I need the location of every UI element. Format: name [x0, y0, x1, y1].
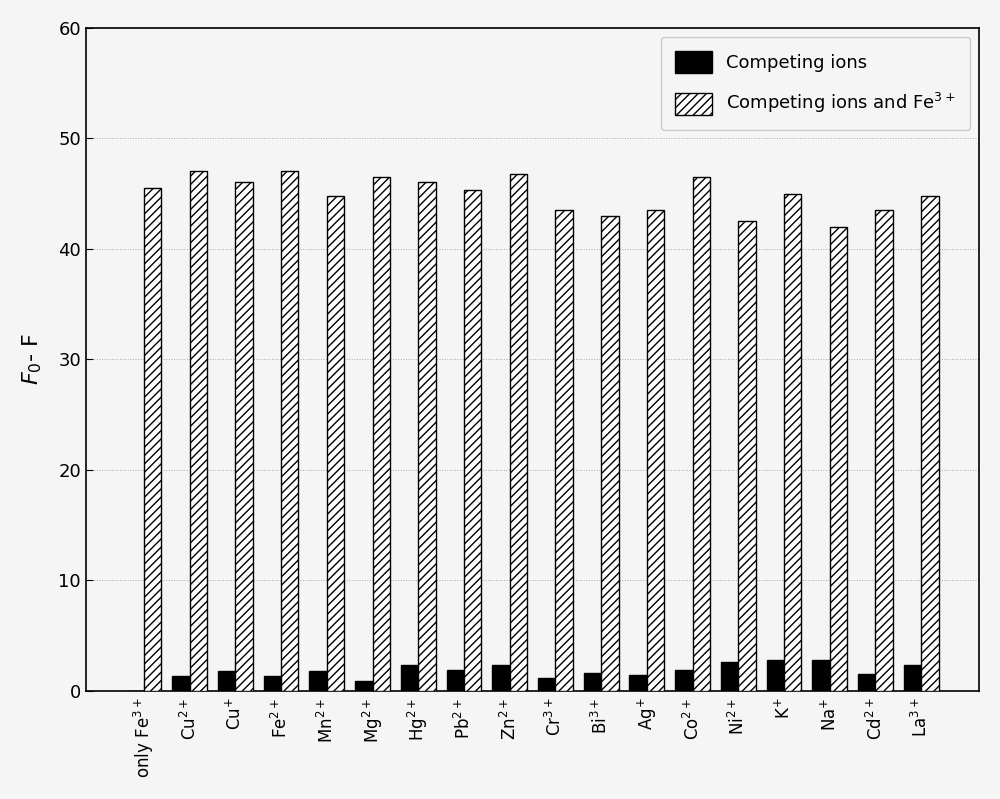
- Bar: [355, 681, 373, 690]
- Bar: [812, 660, 830, 690]
- Bar: [767, 660, 784, 690]
- Bar: [281, 172, 298, 690]
- Y-axis label: $F_0$- F: $F_0$- F: [21, 333, 44, 385]
- Bar: [647, 210, 664, 690]
- Bar: [327, 196, 344, 690]
- Bar: [373, 177, 390, 690]
- Bar: [264, 676, 281, 690]
- Bar: [464, 190, 481, 690]
- Bar: [601, 216, 619, 690]
- Bar: [172, 676, 190, 690]
- Bar: [629, 675, 647, 690]
- Bar: [401, 666, 418, 690]
- Bar: [921, 196, 939, 690]
- Bar: [144, 188, 161, 690]
- Bar: [492, 666, 510, 690]
- Legend: Competing ions, Competing ions and Fe$^{3+}$: Competing ions, Competing ions and Fe$^{…: [661, 37, 970, 130]
- Bar: [218, 670, 235, 690]
- Bar: [190, 172, 207, 690]
- Bar: [858, 674, 875, 690]
- Bar: [875, 210, 893, 690]
- Bar: [538, 678, 555, 690]
- Bar: [584, 673, 601, 690]
- Bar: [510, 173, 527, 690]
- Bar: [904, 666, 921, 690]
- Bar: [738, 221, 756, 690]
- Bar: [418, 182, 436, 690]
- Bar: [721, 662, 738, 690]
- Bar: [830, 227, 847, 690]
- Bar: [693, 177, 710, 690]
- Bar: [784, 193, 801, 690]
- Bar: [235, 182, 253, 690]
- Bar: [555, 210, 573, 690]
- Bar: [309, 670, 327, 690]
- Bar: [447, 670, 464, 690]
- Bar: [675, 670, 693, 690]
